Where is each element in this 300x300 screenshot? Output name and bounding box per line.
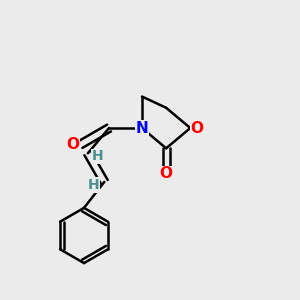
Text: O: O: [190, 121, 203, 136]
Text: H: H: [92, 149, 103, 163]
Text: O: O: [160, 166, 173, 181]
Text: O: O: [66, 137, 80, 152]
Text: H: H: [88, 178, 100, 192]
Text: N: N: [136, 121, 148, 136]
